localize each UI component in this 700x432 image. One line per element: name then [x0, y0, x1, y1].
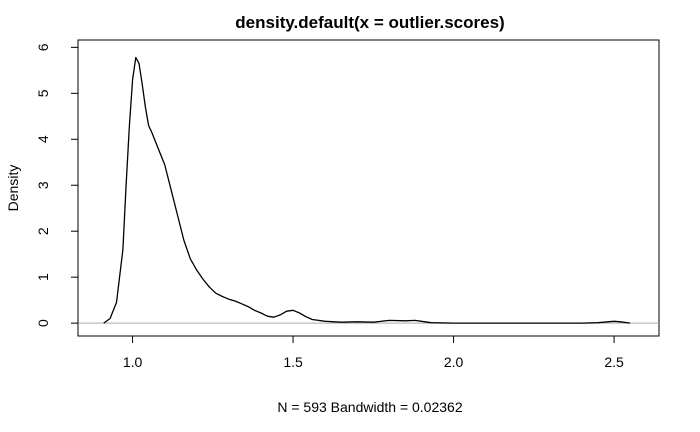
y-tick-label: 4 — [35, 135, 51, 143]
y-axis-label: Density — [5, 165, 21, 212]
y-tick-label: 5 — [35, 89, 51, 97]
x-tick-label: 2.5 — [604, 354, 624, 370]
y-tick-label: 1 — [35, 273, 51, 281]
series-layer — [103, 56, 631, 324]
y-tick-label: 2 — [35, 227, 51, 235]
y-tick-label: 3 — [35, 181, 51, 189]
plot-frame — [77, 39, 660, 337]
y-axis: 0 1 2 3 4 5 6 — [35, 43, 79, 327]
y-tick-label: 6 — [35, 43, 51, 51]
x-axis-label: N = 593 Bandwidth = 0.02362 — [277, 399, 462, 415]
chart-title: density.default(x = outlier.scores) — [235, 13, 504, 32]
x-tick-label: 1.5 — [283, 354, 303, 370]
x-tick-label: 2.0 — [444, 354, 464, 370]
x-tick-label: 1.0 — [123, 354, 143, 370]
y-tick-label: 0 — [35, 319, 51, 327]
density-curve — [103, 56, 631, 324]
x-axis: 1.0 1.5 2.0 2.5 — [123, 335, 624, 370]
